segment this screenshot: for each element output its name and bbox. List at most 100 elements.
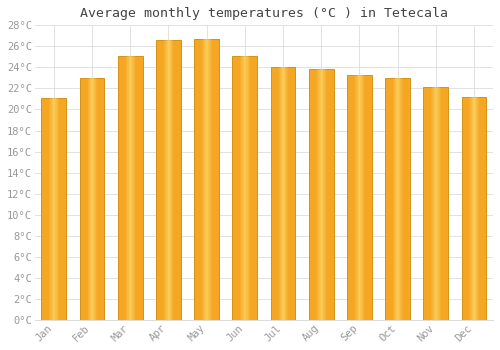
- Bar: [397, 78, 398, 320]
- Bar: [478, 97, 479, 320]
- Bar: [206, 39, 207, 320]
- Bar: [118, 56, 142, 320]
- Bar: [392, 78, 393, 320]
- Bar: [401, 78, 402, 320]
- Bar: [49, 98, 50, 320]
- Bar: [165, 40, 166, 320]
- Bar: [80, 78, 104, 320]
- Bar: [323, 70, 324, 320]
- Bar: [127, 56, 128, 320]
- Bar: [164, 40, 165, 320]
- Bar: [56, 98, 57, 320]
- Bar: [436, 88, 437, 320]
- Bar: [135, 56, 136, 320]
- Bar: [97, 78, 98, 320]
- Bar: [326, 70, 327, 320]
- Bar: [94, 78, 95, 320]
- Bar: [437, 88, 438, 320]
- Bar: [475, 97, 476, 320]
- Bar: [54, 98, 55, 320]
- Bar: [168, 40, 169, 320]
- Bar: [385, 78, 410, 320]
- Bar: [126, 56, 127, 320]
- Title: Average monthly temperatures (°C ) in Tetecala: Average monthly temperatures (°C ) in Te…: [80, 7, 448, 20]
- Bar: [169, 40, 170, 320]
- Bar: [156, 40, 181, 320]
- Bar: [91, 78, 92, 320]
- Bar: [471, 97, 472, 320]
- Bar: [90, 78, 91, 320]
- Bar: [361, 75, 362, 320]
- Bar: [434, 88, 435, 320]
- Bar: [52, 98, 54, 320]
- Bar: [125, 56, 126, 320]
- Bar: [270, 67, 295, 320]
- Bar: [285, 67, 286, 320]
- Bar: [430, 88, 432, 320]
- Bar: [129, 56, 130, 320]
- Bar: [357, 75, 358, 320]
- Bar: [58, 98, 59, 320]
- Bar: [362, 75, 364, 320]
- Bar: [438, 88, 439, 320]
- Bar: [399, 78, 400, 320]
- Bar: [130, 56, 131, 320]
- Bar: [347, 75, 372, 320]
- Bar: [433, 88, 434, 320]
- Bar: [468, 97, 469, 320]
- Bar: [205, 39, 206, 320]
- Bar: [318, 70, 319, 320]
- Bar: [470, 97, 471, 320]
- Bar: [243, 56, 244, 320]
- Bar: [473, 97, 474, 320]
- Bar: [358, 75, 359, 320]
- Bar: [396, 78, 397, 320]
- Bar: [282, 67, 283, 320]
- Bar: [51, 98, 52, 320]
- Bar: [283, 67, 284, 320]
- Bar: [440, 88, 441, 320]
- Bar: [248, 56, 250, 320]
- Bar: [355, 75, 356, 320]
- Bar: [48, 98, 49, 320]
- Bar: [128, 56, 129, 320]
- Bar: [209, 39, 210, 320]
- Bar: [172, 40, 173, 320]
- Bar: [173, 40, 174, 320]
- Bar: [395, 78, 396, 320]
- Bar: [201, 39, 202, 320]
- Bar: [432, 88, 433, 320]
- Bar: [309, 70, 334, 320]
- Bar: [131, 56, 132, 320]
- Bar: [124, 56, 125, 320]
- Bar: [57, 98, 58, 320]
- Bar: [400, 78, 401, 320]
- Bar: [170, 40, 171, 320]
- Bar: [163, 40, 164, 320]
- Bar: [42, 98, 66, 320]
- Bar: [476, 97, 477, 320]
- Bar: [204, 39, 205, 320]
- Bar: [394, 78, 395, 320]
- Bar: [245, 56, 246, 320]
- Bar: [93, 78, 94, 320]
- Bar: [321, 70, 322, 320]
- Bar: [171, 40, 172, 320]
- Bar: [398, 78, 399, 320]
- Bar: [134, 56, 135, 320]
- Bar: [132, 56, 133, 320]
- Bar: [424, 88, 448, 320]
- Bar: [240, 56, 241, 320]
- Bar: [279, 67, 280, 320]
- Bar: [474, 97, 475, 320]
- Bar: [211, 39, 212, 320]
- Bar: [246, 56, 247, 320]
- Bar: [439, 88, 440, 320]
- Bar: [208, 39, 209, 320]
- Bar: [278, 67, 279, 320]
- Bar: [89, 78, 90, 320]
- Bar: [95, 78, 96, 320]
- Bar: [354, 75, 355, 320]
- Bar: [232, 56, 257, 320]
- Bar: [280, 67, 281, 320]
